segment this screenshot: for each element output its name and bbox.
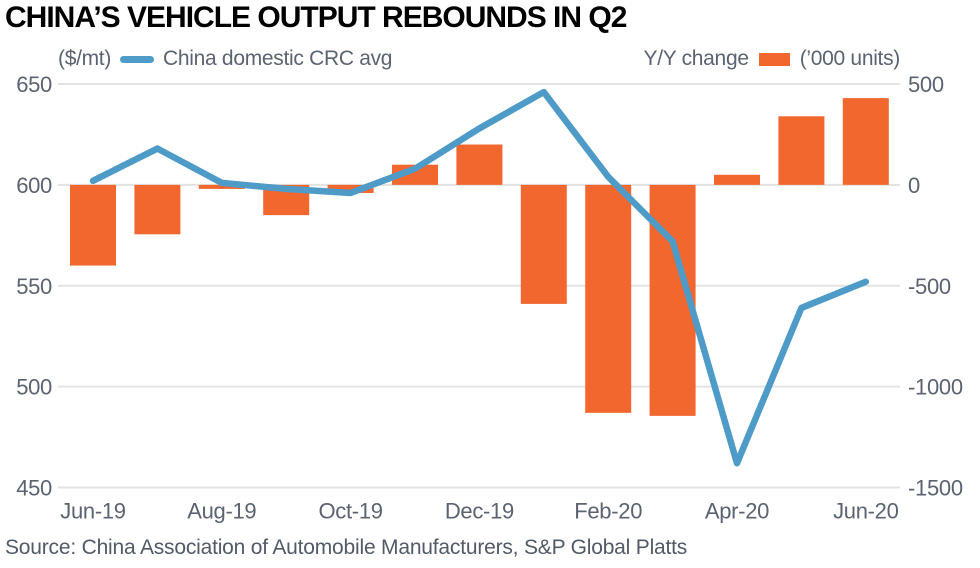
bar-yy-change [198, 184, 245, 189]
legend-left-group: ($/mt) China domestic CRC avg [58, 47, 393, 71]
x-axis-tick-label: Dec-19 [445, 499, 514, 524]
line-series-swatch-icon [120, 55, 155, 63]
bar-series-swatch-icon [758, 52, 790, 66]
line-series-label: China domestic CRC avg [163, 47, 393, 70]
line-crc-avg [89, 88, 870, 467]
right-axis-tick-label: -500 [908, 274, 951, 299]
bar-yy-change [778, 116, 825, 185]
chart-svg: 650 600 550 500 450 500 0 -500 -1000 -1500 Jun-19 A… [16, 72, 963, 524]
x-axis-tick-label: Feb-20 [574, 499, 642, 524]
bar-yy-change [714, 174, 760, 185]
right-axis-tick-label: 500 [908, 72, 944, 97]
bar-yy-change [456, 144, 503, 185]
bar-yy-change [520, 184, 567, 304]
chart-title: CHINA’S VEHICLE OUTPUT REBOUNDS IN Q2 [5, 1, 627, 34]
left-axis-tick-label: 650 [16, 72, 52, 97]
bar-series-label: Y/Y change [643, 47, 750, 70]
x-axis-tick-label: Apr-20 [705, 499, 769, 524]
right-axis-tick-label: -1000 [908, 375, 963, 400]
right-axis-tick-label: -1500 [908, 476, 963, 501]
left-axis-tick-label: 500 [16, 375, 52, 400]
x-axis-tick-label: Jun-19 [60, 499, 126, 524]
left-axis-unit-label: ($/mt) [58, 47, 112, 70]
x-axis-tick-label: Aug-19 [187, 499, 256, 524]
source-attribution: Source: China Association of Automobile … [5, 536, 688, 559]
bar-yy-change [70, 184, 116, 266]
left-axis-tick-label: 450 [16, 476, 52, 501]
x-axis-tick-label: Jun-20 [833, 499, 899, 524]
x-axis-tick-label: Oct-19 [318, 499, 382, 524]
bar-yy-change [327, 184, 374, 193]
legend: ($/mt) China domestic CRC avg Y/Y change… [0, 47, 980, 75]
legend-right-group: Y/Y change (’000 units) [644, 47, 901, 71]
right-axis-unit-label: (’000 units) [799, 47, 901, 70]
bar-yy-change [134, 184, 181, 235]
left-axis-tick-label: 550 [16, 274, 52, 299]
bar-yy-change [585, 184, 632, 413]
left-axis-tick-label: 600 [16, 173, 52, 198]
bar-yy-change [842, 98, 889, 185]
right-axis-tick-label: 0 [908, 173, 920, 198]
